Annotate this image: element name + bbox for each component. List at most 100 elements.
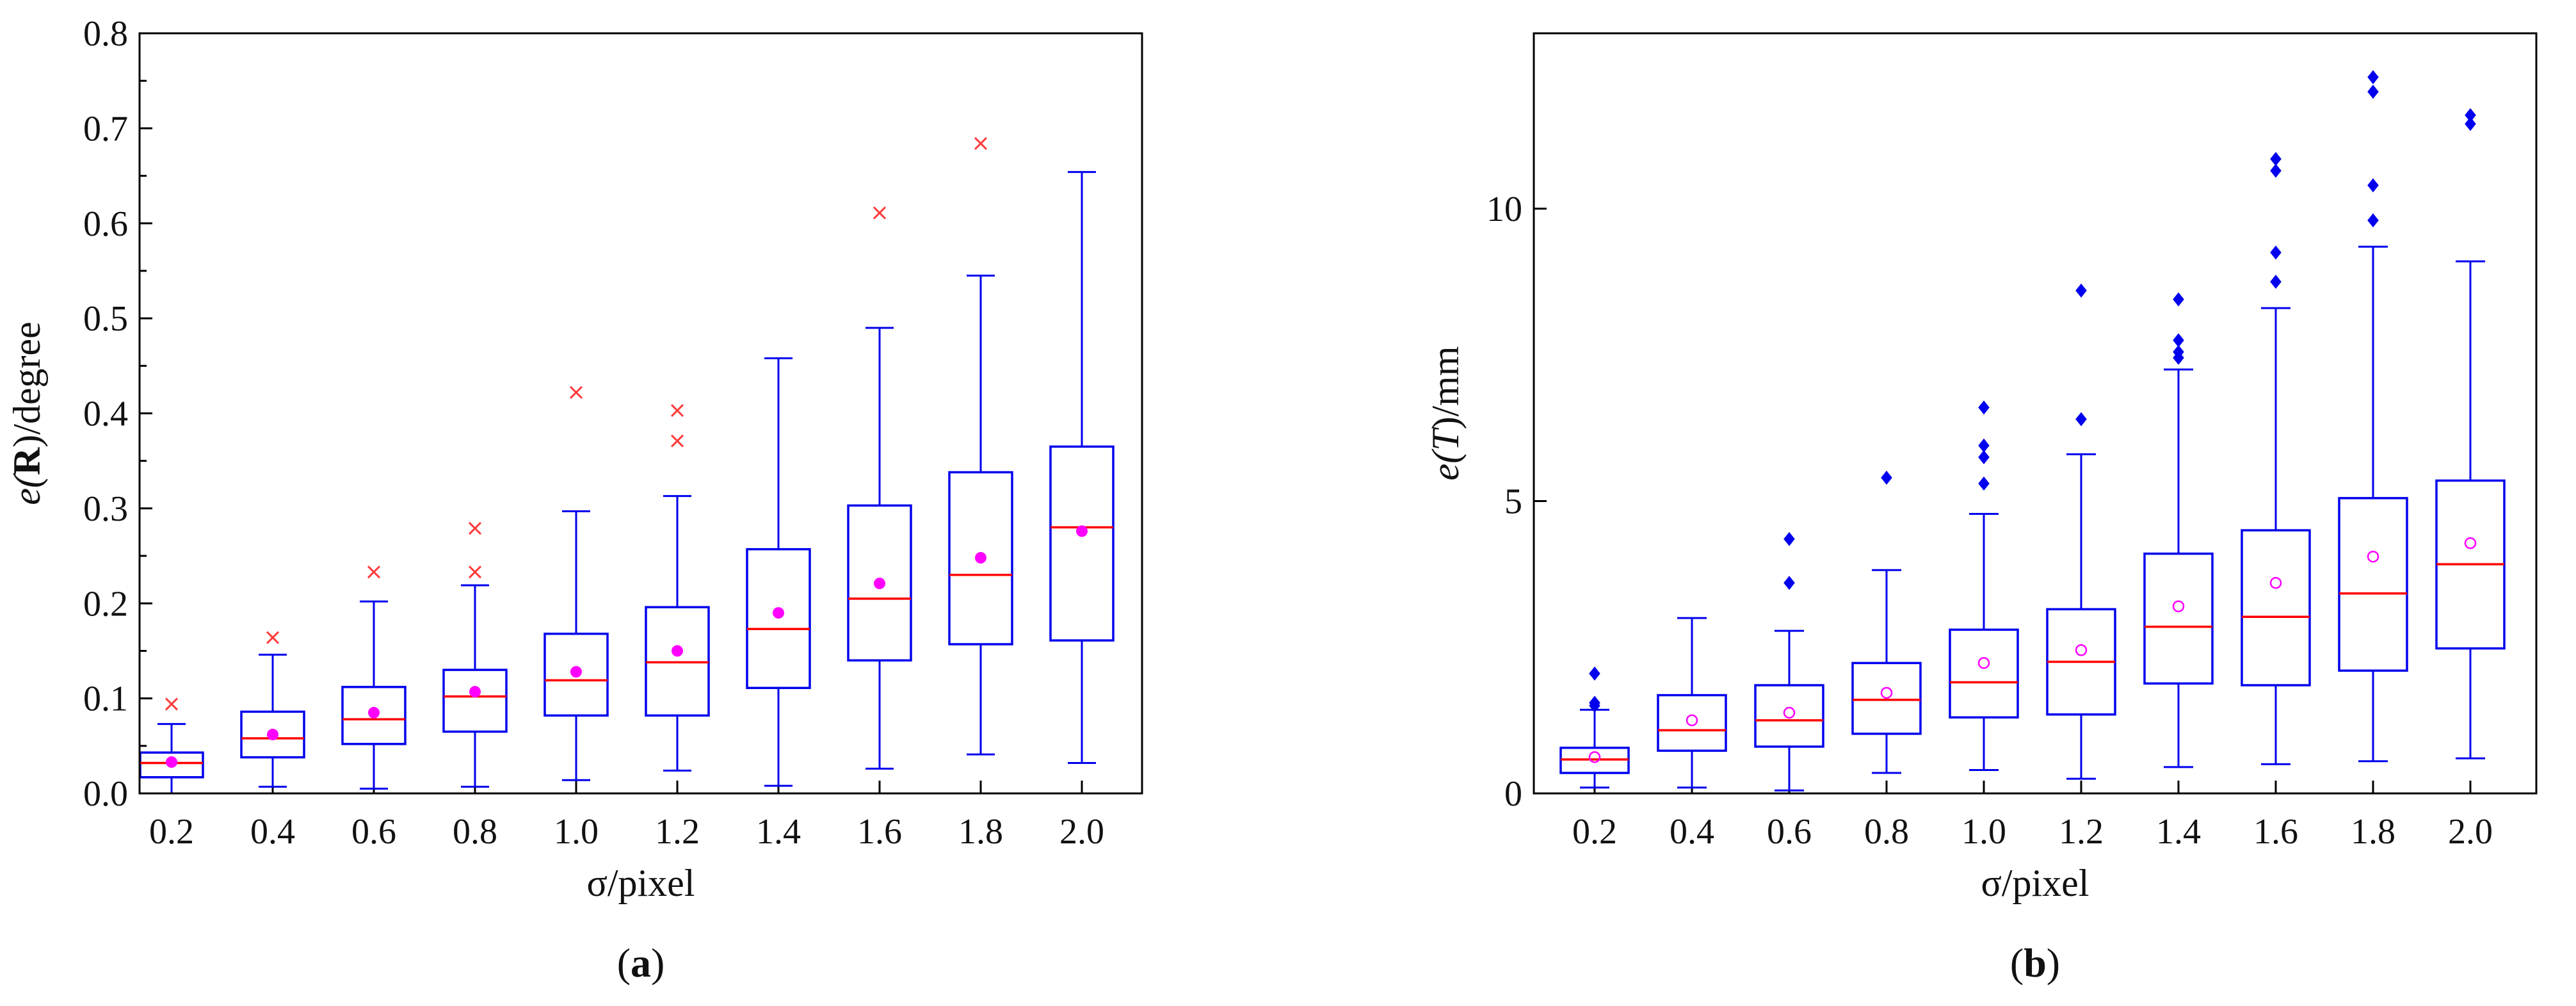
- a-x-tick-label: 1.8: [958, 812, 1003, 852]
- b-x-tick-label: 1.8: [2351, 812, 2395, 852]
- iqr-box: [341, 686, 407, 745]
- mean-marker: [975, 552, 986, 564]
- iqr-box: [2338, 497, 2408, 672]
- outlier-marker: [468, 565, 482, 579]
- a-y-tick-label: 0.5: [83, 299, 128, 339]
- b-box-0.8: [1851, 470, 1922, 774]
- b-box-0.4: [1657, 617, 1727, 789]
- outlier-stroke: [569, 385, 583, 399]
- mean-marker: [2172, 600, 2185, 613]
- a-box-0.8: [442, 521, 508, 788]
- mean-marker: [1880, 686, 1893, 699]
- a-x-axis-title: σ/pixel: [587, 862, 695, 904]
- a-y-tick-label: 0.2: [83, 584, 128, 624]
- outlier-marker: [165, 697, 179, 711]
- iqr-box: [442, 669, 508, 733]
- outlier-stroke: [468, 521, 482, 535]
- a-x-tick-label: 1.0: [554, 812, 599, 852]
- a-y-tick-label: 0.0: [83, 774, 128, 814]
- outlier-marker: [266, 631, 280, 644]
- outlier-marker: [1783, 531, 1795, 546]
- iqr-box: [240, 710, 305, 759]
- iqr-box: [543, 632, 609, 717]
- mean-marker: [166, 756, 177, 768]
- b-x-tick-label: 1.4: [2156, 812, 2201, 852]
- a-plot-frame: [138, 32, 1143, 795]
- b-tick-labels: 0 5 10 0.2 0.4 0.6 0.8 1.0 1.2 1.4 1.6 1.8 2.0: [1486, 190, 2493, 852]
- outlier-marker: [1978, 438, 1990, 453]
- outlier-marker: [2270, 275, 2282, 289]
- iqr-box: [847, 504, 912, 662]
- outlier-stroke: [873, 206, 887, 220]
- a-x-tick-label: 1.2: [655, 812, 700, 852]
- outlier-stroke: [670, 434, 684, 448]
- b-x-axis-title: σ/pixel: [1981, 862, 2089, 904]
- outlier-marker: [2173, 292, 2184, 307]
- outlier-stroke: [367, 565, 381, 579]
- mean-marker: [1686, 714, 1698, 727]
- outlier-marker: [670, 403, 684, 418]
- panel-a: 0.0 0.1 0.2 0.3 0.4 0.5 0.6 0.7 0.8 0.2 0.4 0.6 0.8 1…: [6, 14, 1143, 986]
- a-y-tick-label: 0.7: [83, 109, 128, 149]
- b-y-tick-label: 0: [1504, 774, 1522, 814]
- outlier-marker: [468, 521, 482, 535]
- outlier-marker: [2173, 333, 2184, 348]
- b-panel-caption: (b): [2010, 940, 2060, 986]
- b-x-tick-label: 1.2: [2059, 812, 2104, 852]
- iqr-box: [1851, 661, 1922, 735]
- outlier-marker: [2465, 117, 2476, 131]
- b-y-ticks: [1534, 207, 2472, 795]
- a-x-tick-label: 0.8: [453, 812, 497, 852]
- mean-marker: [267, 729, 278, 741]
- outlier-stroke: [468, 565, 482, 579]
- a-box-1.0: [543, 385, 609, 781]
- outlier-marker: [1978, 400, 1990, 415]
- mean-marker: [1076, 525, 1088, 537]
- outlier-marker: [2270, 152, 2282, 166]
- b-box-1.4: [2143, 292, 2214, 768]
- iqr-box: [746, 548, 811, 690]
- iqr-box: [2143, 552, 2214, 685]
- outlier-stroke: [266, 631, 280, 644]
- b-x-tick-label: 1.0: [1961, 812, 2006, 852]
- iqr-box: [1754, 684, 1824, 748]
- outlier-marker: [2465, 108, 2476, 122]
- a-box-1.2: [645, 403, 710, 772]
- a-tick-labels: 0.0 0.1 0.2 0.3 0.4 0.5 0.6 0.7 0.8 0.2 0.4 0.6 0.8 1…: [83, 14, 1104, 852]
- outlier-marker: [2075, 412, 2087, 426]
- b-box-plots: [1559, 70, 2506, 791]
- a-box-1.4: [746, 357, 811, 787]
- b-box-0.6: [1754, 531, 1824, 791]
- outlier-marker: [2367, 85, 2379, 99]
- outlier-marker: [2367, 178, 2379, 193]
- b-box-0.2: [1559, 666, 1630, 789]
- b-y-axis-title: e(T)/mm: [1424, 346, 1467, 481]
- mean-marker: [570, 666, 582, 678]
- a-y-tick-label: 0.4: [83, 394, 128, 434]
- outlier-stroke: [165, 697, 179, 711]
- mean-marker: [2464, 537, 2477, 549]
- outlier-marker: [1978, 450, 1990, 464]
- b-x-tick-label: 0.2: [1572, 812, 1617, 852]
- outlier-marker: [367, 565, 381, 579]
- b-x-tick-label: 0.8: [1864, 812, 1909, 852]
- outlier-marker: [670, 434, 684, 448]
- mean-marker: [2367, 550, 2379, 563]
- a-box-1.8: [948, 137, 1013, 756]
- iqr-box: [2241, 529, 2311, 686]
- a-box-0.2: [139, 697, 204, 795]
- a-box-0.6: [341, 565, 407, 790]
- outlier-marker: [1589, 695, 1600, 710]
- mean-marker: [1588, 751, 1601, 763]
- a-x-tick-label: 0.4: [250, 812, 295, 852]
- b-box-1.6: [2241, 152, 2311, 765]
- b-x-tick-label: 0.4: [1670, 812, 1714, 852]
- b-x-tick-label: 1.6: [2253, 812, 2298, 852]
- mean-marker: [874, 578, 885, 590]
- iqr-box: [1657, 694, 1727, 752]
- b-x-tick-label: 2.0: [2448, 812, 2493, 852]
- mean-marker: [672, 645, 683, 657]
- mean-marker: [2269, 577, 2282, 589]
- outlier-marker: [2270, 163, 2282, 178]
